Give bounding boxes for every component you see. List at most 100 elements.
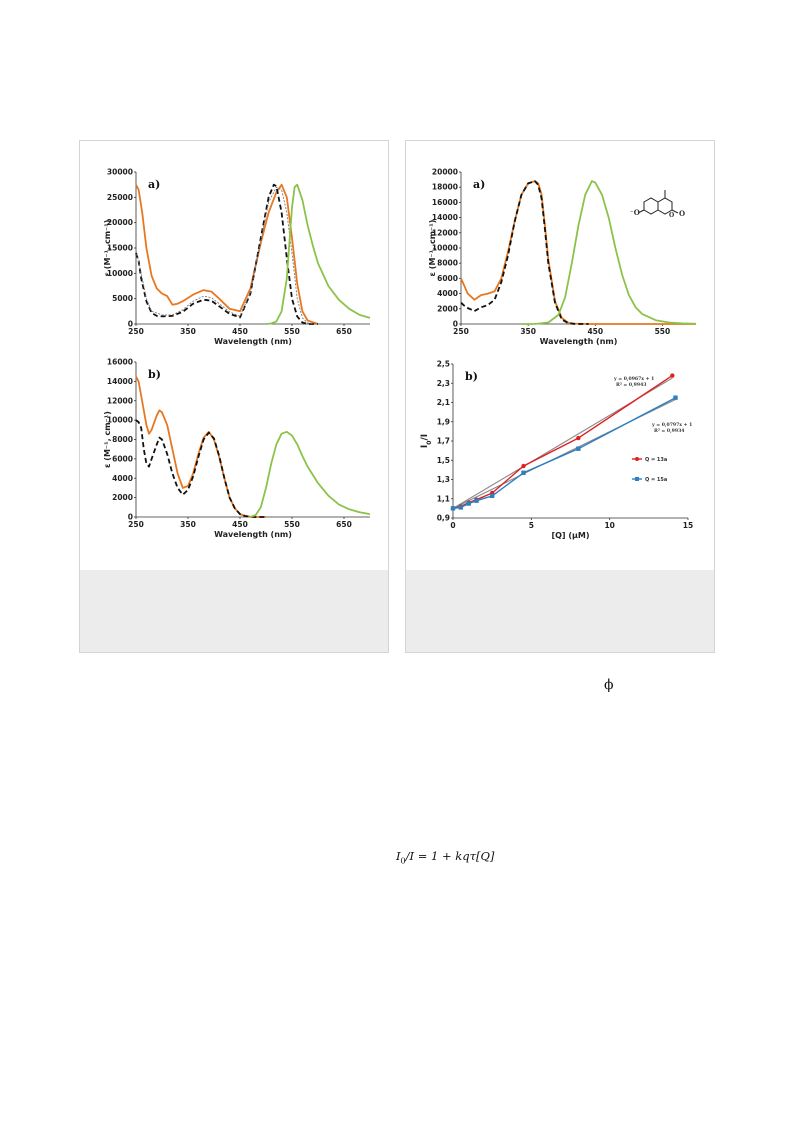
equation-rest: /I = 1 + kqτ[Q] xyxy=(405,849,495,863)
y-tick-label: 30000 xyxy=(107,168,133,177)
panel-label: b) xyxy=(465,370,478,383)
equation-i: I xyxy=(396,849,401,863)
series-line xyxy=(265,183,371,325)
phi-symbol: ϕ xyxy=(604,677,614,693)
y-tick-label: 25000 xyxy=(107,193,133,202)
coumarin-structure xyxy=(637,190,679,215)
panel-label: a) xyxy=(473,178,485,191)
data-point xyxy=(489,493,495,499)
x-tick-label: 350 xyxy=(180,520,196,529)
y-tick-label: 6000 xyxy=(437,274,458,283)
series-line xyxy=(135,419,266,518)
equation-sub: 0 xyxy=(400,856,406,866)
chart-left-b: 0 2000 4000 6000 8000 10000 12000 14000 16000 250… xyxy=(103,358,371,539)
x-axis-label: Wavelength (nm) xyxy=(214,530,292,539)
y-tick-label: 1,7 xyxy=(437,437,450,446)
x-tick-label: 15 xyxy=(683,521,693,530)
legend-marker xyxy=(635,457,639,461)
chart-right-a: 0 2000 4000 6000 8000 10000 12000 14000 16000 180… xyxy=(428,168,697,346)
x-tick-label: 0 xyxy=(450,521,455,530)
legend-label: Q = 15a xyxy=(645,477,667,483)
y-tick-label: 2000 xyxy=(437,304,458,313)
data-point xyxy=(576,435,581,441)
y-tick-label: 2,1 xyxy=(437,398,450,407)
fit2-r2: R² = 0,9934 xyxy=(654,428,685,434)
y-tick-label: 12000 xyxy=(432,228,458,237)
x-tick-label: 250 xyxy=(128,327,144,336)
y-tick-label: 1,3 xyxy=(437,475,450,484)
data-point xyxy=(670,373,675,378)
y-tick-label: 6000 xyxy=(112,454,133,463)
series-line xyxy=(250,430,371,518)
figure-panel-left xyxy=(79,140,389,653)
x-tick-label: 450 xyxy=(587,327,603,336)
y-tick-label: 20000 xyxy=(432,168,458,177)
y-tick-label: 14000 xyxy=(107,377,133,386)
data-point xyxy=(521,463,526,469)
series-line xyxy=(521,180,697,325)
structure-o-carbonyl: O xyxy=(679,209,685,218)
y-tick-label: 1,1 xyxy=(437,494,450,503)
y-axis-label: ε (M⁻¹, cm⁻¹) xyxy=(103,411,112,468)
x-tick-label: 250 xyxy=(128,520,144,529)
y-axis-label: I0/I xyxy=(420,434,433,448)
stern-volmer-equation: I0/I = 1 + kqτ[Q] xyxy=(396,849,494,865)
data-point xyxy=(450,506,456,511)
y-tick-label: 5000 xyxy=(112,294,133,303)
y-tick-label: 4000 xyxy=(437,289,458,298)
y-tick-label: 8000 xyxy=(437,259,458,268)
y-tick-label: 0,9 xyxy=(437,514,450,523)
x-tick-label: 350 xyxy=(520,327,536,336)
y-axis-label: ε (M⁻¹, cm⁻¹) xyxy=(428,220,437,277)
series-line xyxy=(135,376,266,518)
x-tick-label: 550 xyxy=(284,520,300,529)
figure-panel-right xyxy=(405,140,715,653)
chart-left-a: 0 5000 10000 15000 20000 25000 30000 250 350 450 5… xyxy=(103,168,371,346)
y-tick-label: 8000 xyxy=(112,435,133,444)
panel-label: b) xyxy=(148,368,161,381)
y-tick-label: 10000 xyxy=(432,244,458,253)
y-tick-label: 16000 xyxy=(107,358,133,367)
x-tick-label: 650 xyxy=(336,327,352,336)
y-tick-label: 4000 xyxy=(112,474,133,483)
x-tick-label: 250 xyxy=(453,327,469,336)
data-point xyxy=(466,501,471,506)
y-tick-label: 1,5 xyxy=(437,456,450,465)
y-tick-label: 2000 xyxy=(112,493,133,502)
y-tick-label: 12000 xyxy=(107,396,133,405)
series-line xyxy=(460,180,696,325)
data-point xyxy=(673,395,678,400)
data-point xyxy=(576,446,581,451)
y-tick-label: 10000 xyxy=(107,269,133,278)
series-line xyxy=(460,180,589,325)
x-axis-label: Wavelength (nm) xyxy=(214,337,292,346)
y-tick-label: 20000 xyxy=(107,218,133,227)
x-tick-label: 5 xyxy=(529,521,534,530)
x-tick-label: 450 xyxy=(232,327,248,336)
series-line xyxy=(135,186,319,325)
x-tick-label: 450 xyxy=(232,520,248,529)
fit2-equation: y = 0,0797x + 1 xyxy=(651,422,692,428)
data-point xyxy=(458,505,464,510)
y-tick-label: 2,5 xyxy=(437,360,450,369)
x-tick-label: 650 xyxy=(336,520,352,529)
y-tick-label: 15000 xyxy=(107,244,133,253)
fit1-r2: R² = 0,9943 xyxy=(616,382,646,388)
legend-marker xyxy=(635,477,639,481)
legend-label: Q = 13a xyxy=(645,457,667,463)
x-tick-label: 550 xyxy=(284,327,300,336)
y-tick-label: 18000 xyxy=(432,183,458,192)
chart-right-b: 0,9 1,1 1,3 1,5 1,7 1,9 2,1 2,3 2,5 0 5 10 15 [Q] (μM… xyxy=(420,360,693,541)
x-tick-label: 550 xyxy=(655,327,671,336)
y-tick-label: 0 xyxy=(453,320,458,329)
series-line xyxy=(135,183,318,325)
y-tick-label: 1,9 xyxy=(437,417,450,426)
y-axis-label: ε (M⁻¹, cm⁻¹) xyxy=(103,220,112,277)
y-tick-label: 10000 xyxy=(107,416,133,425)
x-axis-label: Wavelength (nm) xyxy=(540,337,618,346)
structure-o-minus: ⁻O xyxy=(630,208,640,217)
y-tick-label: 14000 xyxy=(432,213,458,222)
y-tick-label: 0 xyxy=(128,320,133,329)
y-tick-label: 2,3 xyxy=(437,379,450,388)
